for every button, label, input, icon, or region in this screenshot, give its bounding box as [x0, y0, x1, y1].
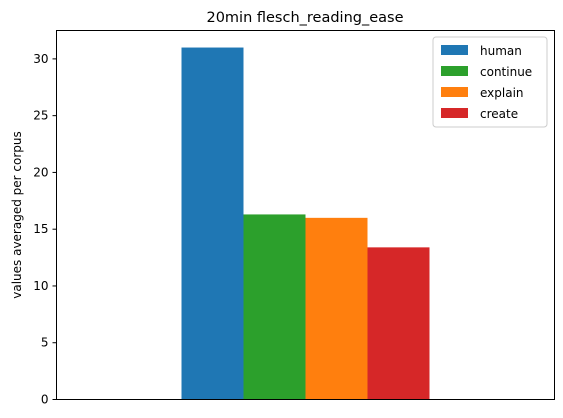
y-axis-label: values averaged per corpus [10, 131, 24, 299]
bar-create [367, 247, 430, 400]
y-axis: 0 5 10 15 20 25 30 [33, 52, 57, 407]
y-tick-label-0: 0 [41, 393, 49, 407]
bar-continue [243, 214, 306, 400]
legend-swatch-explain [441, 87, 468, 97]
legend-label-explain: explain [480, 86, 524, 100]
y-tick-label-10: 10 [33, 279, 48, 293]
legend-swatch-continue [441, 66, 468, 76]
y-tick-label-15: 15 [33, 222, 48, 236]
chart-title-text: 20min flesch_reading_ease [206, 10, 403, 26]
legend-box [432, 36, 548, 128]
legend-swatch-human [441, 45, 468, 55]
bar-human [181, 47, 244, 400]
legend: human continue explain create [432, 36, 548, 128]
legend-swatch-create [441, 108, 468, 118]
chart-title: 20min flesch_reading_ease [206, 10, 403, 26]
plot-frame [56, 30, 555, 400]
y-tick-label-20: 20 [33, 165, 48, 179]
bar-explain [305, 217, 368, 400]
legend-label-create: create [480, 107, 518, 121]
y-tick-label-30: 30 [33, 52, 48, 66]
y-tick-label-25: 25 [33, 109, 48, 123]
legend-label-human: human [480, 44, 522, 58]
y-tick-label-5: 5 [41, 336, 49, 350]
bars-group [181, 47, 430, 400]
legend-label-continue: continue [480, 65, 532, 79]
